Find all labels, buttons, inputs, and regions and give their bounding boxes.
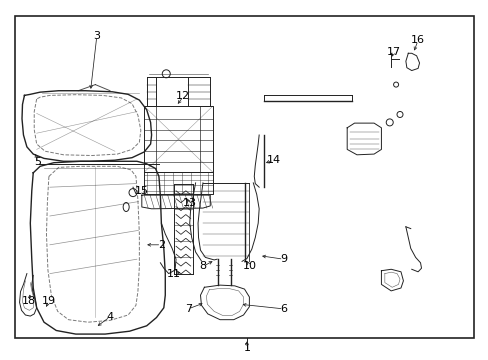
Text: 1: 1 xyxy=(243,343,250,354)
Text: 4: 4 xyxy=(106,312,113,322)
Text: 11: 11 xyxy=(166,269,180,279)
Text: 16: 16 xyxy=(410,35,424,45)
Text: 2: 2 xyxy=(158,240,164,250)
Text: 9: 9 xyxy=(280,254,286,264)
Text: 10: 10 xyxy=(242,261,256,271)
Text: 18: 18 xyxy=(22,296,36,306)
Text: 14: 14 xyxy=(266,155,280,165)
Text: 3: 3 xyxy=(93,31,100,41)
Text: 7: 7 xyxy=(184,304,191,314)
Text: 8: 8 xyxy=(199,261,206,271)
Text: 12: 12 xyxy=(176,91,190,102)
Text: 15: 15 xyxy=(135,186,148,196)
Text: 13: 13 xyxy=(183,198,196,208)
Bar xyxy=(15,16,473,338)
Text: 17: 17 xyxy=(386,47,400,57)
Text: 19: 19 xyxy=(42,296,56,306)
Text: 6: 6 xyxy=(280,304,286,314)
Text: 5: 5 xyxy=(35,157,41,167)
